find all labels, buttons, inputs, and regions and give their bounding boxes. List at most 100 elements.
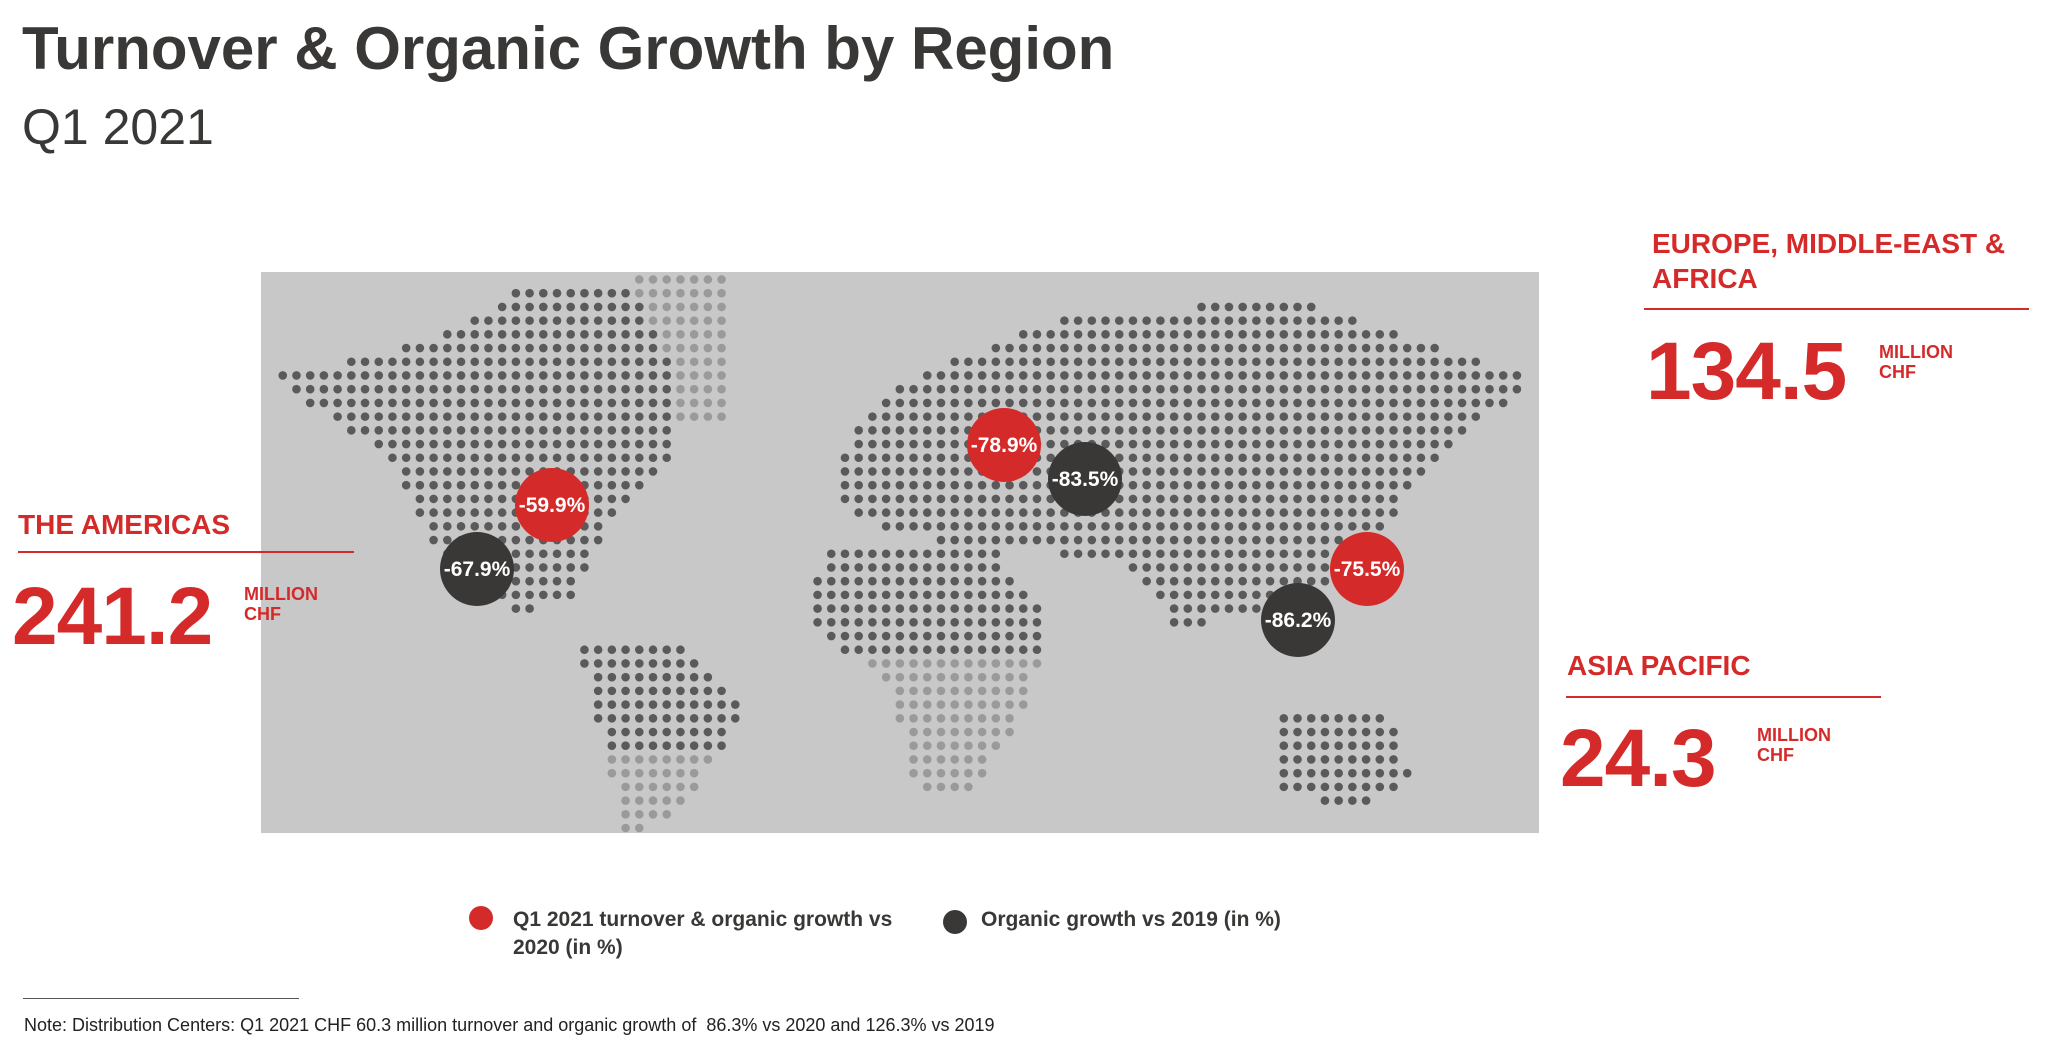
- map-dot: [1032, 398, 1042, 408]
- map-dot: [676, 714, 685, 723]
- map-dot: [1114, 522, 1124, 531]
- map-dot: [1279, 727, 1289, 737]
- map-dot: [360, 384, 370, 394]
- map-dot: [1293, 755, 1302, 764]
- map-dot: [964, 549, 973, 559]
- map-dot: [621, 480, 630, 490]
- map-dot: [895, 439, 905, 449]
- map-dot: [621, 343, 630, 353]
- map-dot: [511, 439, 521, 449]
- map-dot: [470, 357, 480, 367]
- map-dot: [1279, 302, 1289, 312]
- map-dot: [1402, 768, 1412, 778]
- map-dot: [456, 357, 466, 367]
- map-dot: [1018, 659, 1028, 668]
- map-dot: [703, 357, 713, 367]
- map-dot: [1334, 371, 1343, 380]
- map-dot: [991, 398, 1001, 408]
- map-dot: [429, 357, 438, 367]
- map-dot: [1156, 467, 1165, 476]
- map-dot: [662, 768, 672, 778]
- map-dot: [511, 398, 521, 408]
- map-dot: [1087, 330, 1097, 339]
- map-dot: [730, 714, 740, 723]
- map-dot: [991, 384, 1001, 394]
- map-dot: [909, 618, 918, 627]
- map-dot: [854, 549, 863, 559]
- map-dot: [607, 357, 617, 367]
- map-dot: [1361, 727, 1371, 737]
- map-dot: [388, 439, 397, 449]
- map-dot: [895, 631, 905, 641]
- map-dot: [1005, 480, 1014, 490]
- map-dot: [511, 522, 521, 531]
- map-dot: [895, 618, 905, 627]
- map-dot: [1018, 343, 1028, 353]
- map-dot: [1320, 535, 1330, 545]
- map-dot: [429, 508, 438, 517]
- map-dot: [676, 645, 685, 655]
- map-dot: [1389, 357, 1398, 367]
- map-dot: [950, 467, 959, 476]
- map-dot: [1128, 535, 1138, 545]
- map-dot: [1375, 768, 1385, 778]
- map-dot: [648, 426, 658, 435]
- map-dot: [1142, 316, 1151, 325]
- map-dot: [648, 453, 658, 463]
- marker: [1261, 583, 1335, 657]
- map-dot: [607, 412, 617, 421]
- map-dot: [319, 371, 329, 380]
- map-dot: [1252, 563, 1261, 572]
- map-dot: [634, 686, 644, 696]
- map-dot: [1320, 563, 1330, 572]
- map-dot: [1265, 384, 1275, 394]
- map-dot: [1156, 508, 1165, 517]
- map-dot: [1032, 604, 1042, 613]
- map-dot: [593, 453, 603, 463]
- map-dot: [1087, 426, 1097, 435]
- map-dot: [456, 522, 466, 531]
- map-dot: [1279, 549, 1289, 559]
- map-dot: [1293, 727, 1302, 737]
- map-dot: [1389, 508, 1398, 517]
- map-dot: [1293, 384, 1302, 394]
- map-dot: [964, 768, 973, 778]
- map-dot: [868, 576, 877, 586]
- map-dot: [607, 316, 617, 325]
- map-dot: [401, 371, 411, 380]
- map-dot: [1471, 384, 1481, 394]
- map-dot: [840, 480, 850, 490]
- map-dot: [922, 618, 932, 627]
- map-dot: [1334, 439, 1343, 449]
- map-dot: [1444, 357, 1453, 367]
- map-dot: [1197, 316, 1206, 325]
- map-dot: [1306, 426, 1316, 435]
- map-dot: [1279, 494, 1289, 504]
- map-dot: [1087, 371, 1097, 380]
- map-dot: [868, 549, 877, 559]
- map-dot: [1252, 590, 1261, 600]
- map-dot: [1210, 522, 1220, 531]
- map-dot: [1265, 330, 1275, 339]
- map-dot: [1046, 384, 1055, 394]
- map-dot: [1183, 357, 1193, 367]
- map-dot: [648, 316, 658, 325]
- region-turnover: 241.2: [12, 571, 213, 662]
- map-dot: [1293, 426, 1302, 435]
- marker: [440, 532, 514, 606]
- map-dot: [1416, 357, 1426, 367]
- map-dot: [1279, 357, 1289, 367]
- map-dot: [1293, 535, 1302, 545]
- map-dot: [1293, 741, 1302, 751]
- map-dot: [1169, 316, 1179, 325]
- map-dot: [662, 288, 672, 298]
- map-dot: [1169, 330, 1179, 339]
- map-dot: [634, 439, 644, 449]
- map-dot: [662, 330, 672, 339]
- map-dot: [1512, 384, 1522, 394]
- map-dot: [1361, 330, 1371, 339]
- map-dot: [401, 426, 411, 435]
- map-dot: [1018, 371, 1028, 380]
- map-dot: [1224, 343, 1234, 353]
- map-dot: [1005, 371, 1014, 380]
